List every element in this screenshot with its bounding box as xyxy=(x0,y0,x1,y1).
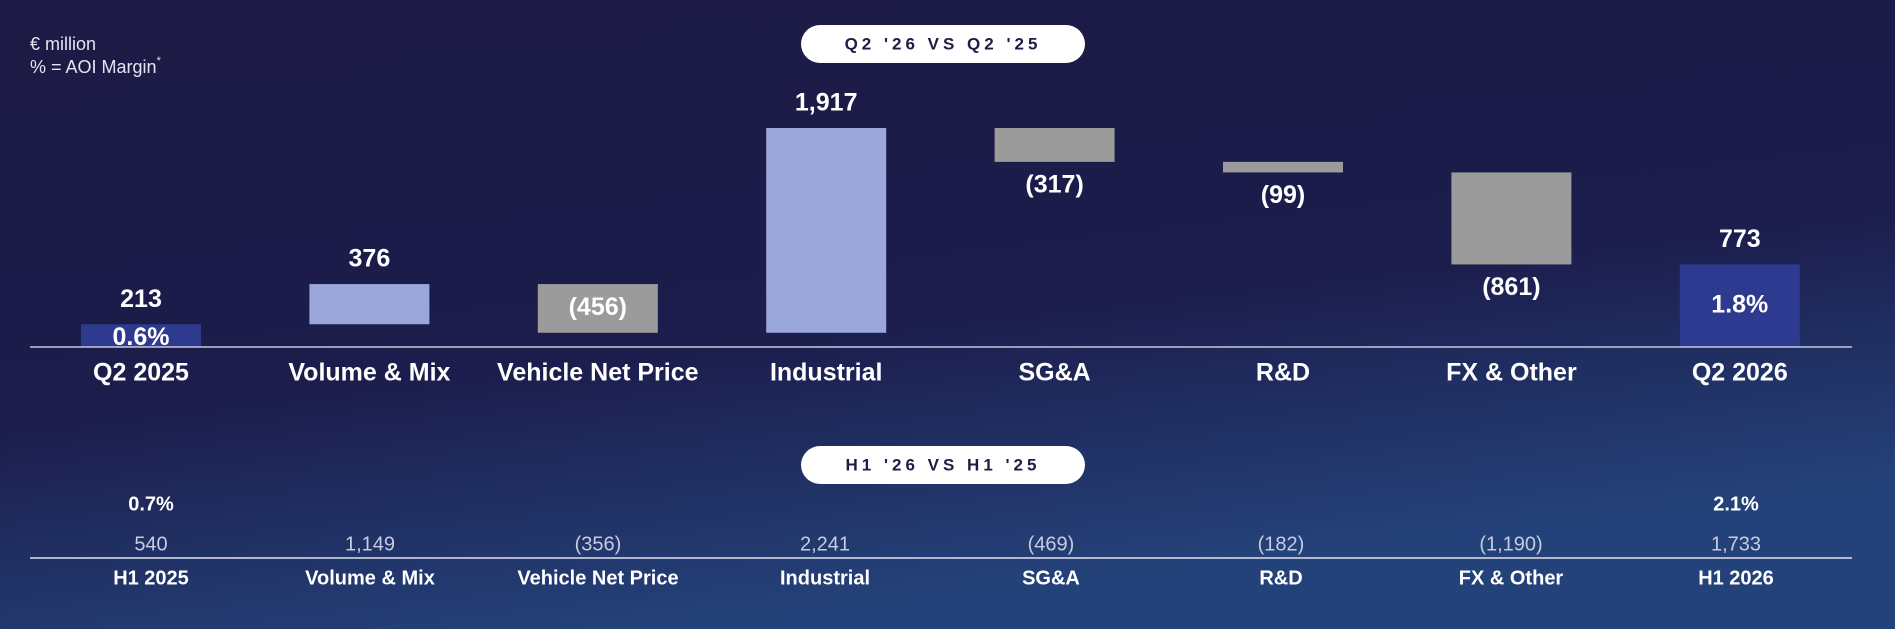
value-label: 773 xyxy=(1719,225,1761,253)
table-badge xyxy=(801,446,1085,484)
table-label: Industrial xyxy=(780,567,870,589)
category-label: Q2 2026 xyxy=(1692,359,1788,387)
value-label: (99) xyxy=(1261,181,1305,209)
unit-note: € million xyxy=(30,34,96,54)
margin-note-text: % = AOI Margin xyxy=(30,57,157,77)
table-margin: 2.1% xyxy=(1713,493,1759,515)
table-label: H1 2025 xyxy=(113,567,189,589)
bar xyxy=(309,284,430,325)
value-label: (456) xyxy=(569,293,627,321)
category-label: FX & Other xyxy=(1446,359,1577,387)
table-value: 1,149 xyxy=(345,533,395,555)
table-value: (469) xyxy=(1028,533,1075,555)
category-label: R&D xyxy=(1256,359,1310,387)
margin-note: % = AOI Margin* xyxy=(30,55,162,77)
table-label: FX & Other xyxy=(1459,567,1564,589)
value-label: (861) xyxy=(1482,273,1540,301)
table-label: Vehicle Net Price xyxy=(517,567,678,589)
table-value: 2,241 xyxy=(800,533,850,555)
table-label: R&D xyxy=(1259,567,1302,589)
value-label: 213 xyxy=(120,285,162,313)
footnote-mark: * xyxy=(157,55,162,67)
table-margin: 0.7% xyxy=(128,493,174,515)
value-label: (317) xyxy=(1025,170,1083,198)
table-value: (182) xyxy=(1258,533,1305,555)
value-label: 376 xyxy=(349,245,391,273)
bar xyxy=(537,284,658,333)
chart-title: Q2 '26 VS Q2 '25 xyxy=(845,34,1042,53)
bar xyxy=(766,128,887,333)
category-label: Industrial xyxy=(770,359,883,387)
table-label: SG&A xyxy=(1022,567,1080,589)
table-label: H1 2026 xyxy=(1698,567,1774,589)
category-label: Vehicle Net Price xyxy=(497,359,699,387)
table-value: (1,190) xyxy=(1479,533,1542,555)
table-value: 1,733 xyxy=(1711,533,1761,555)
bar xyxy=(1451,172,1572,265)
bar xyxy=(81,324,201,347)
category-label: Volume & Mix xyxy=(288,359,450,387)
table-label: Volume & Mix xyxy=(305,567,435,589)
value-label: 1,917 xyxy=(795,89,858,117)
margin-label: 0.6% xyxy=(113,323,170,351)
category-label: Q2 2025 xyxy=(93,359,189,387)
category-label: SG&A xyxy=(1018,359,1090,387)
table-value: 540 xyxy=(134,533,167,555)
table-title: H1 '26 VS H1 '25 xyxy=(846,455,1041,474)
bar xyxy=(994,128,1115,162)
chart-badge xyxy=(801,25,1085,63)
bar xyxy=(1223,161,1343,173)
table-value: (356) xyxy=(575,533,622,555)
bar xyxy=(1679,264,1800,347)
margin-label: 1.8% xyxy=(1711,290,1768,318)
